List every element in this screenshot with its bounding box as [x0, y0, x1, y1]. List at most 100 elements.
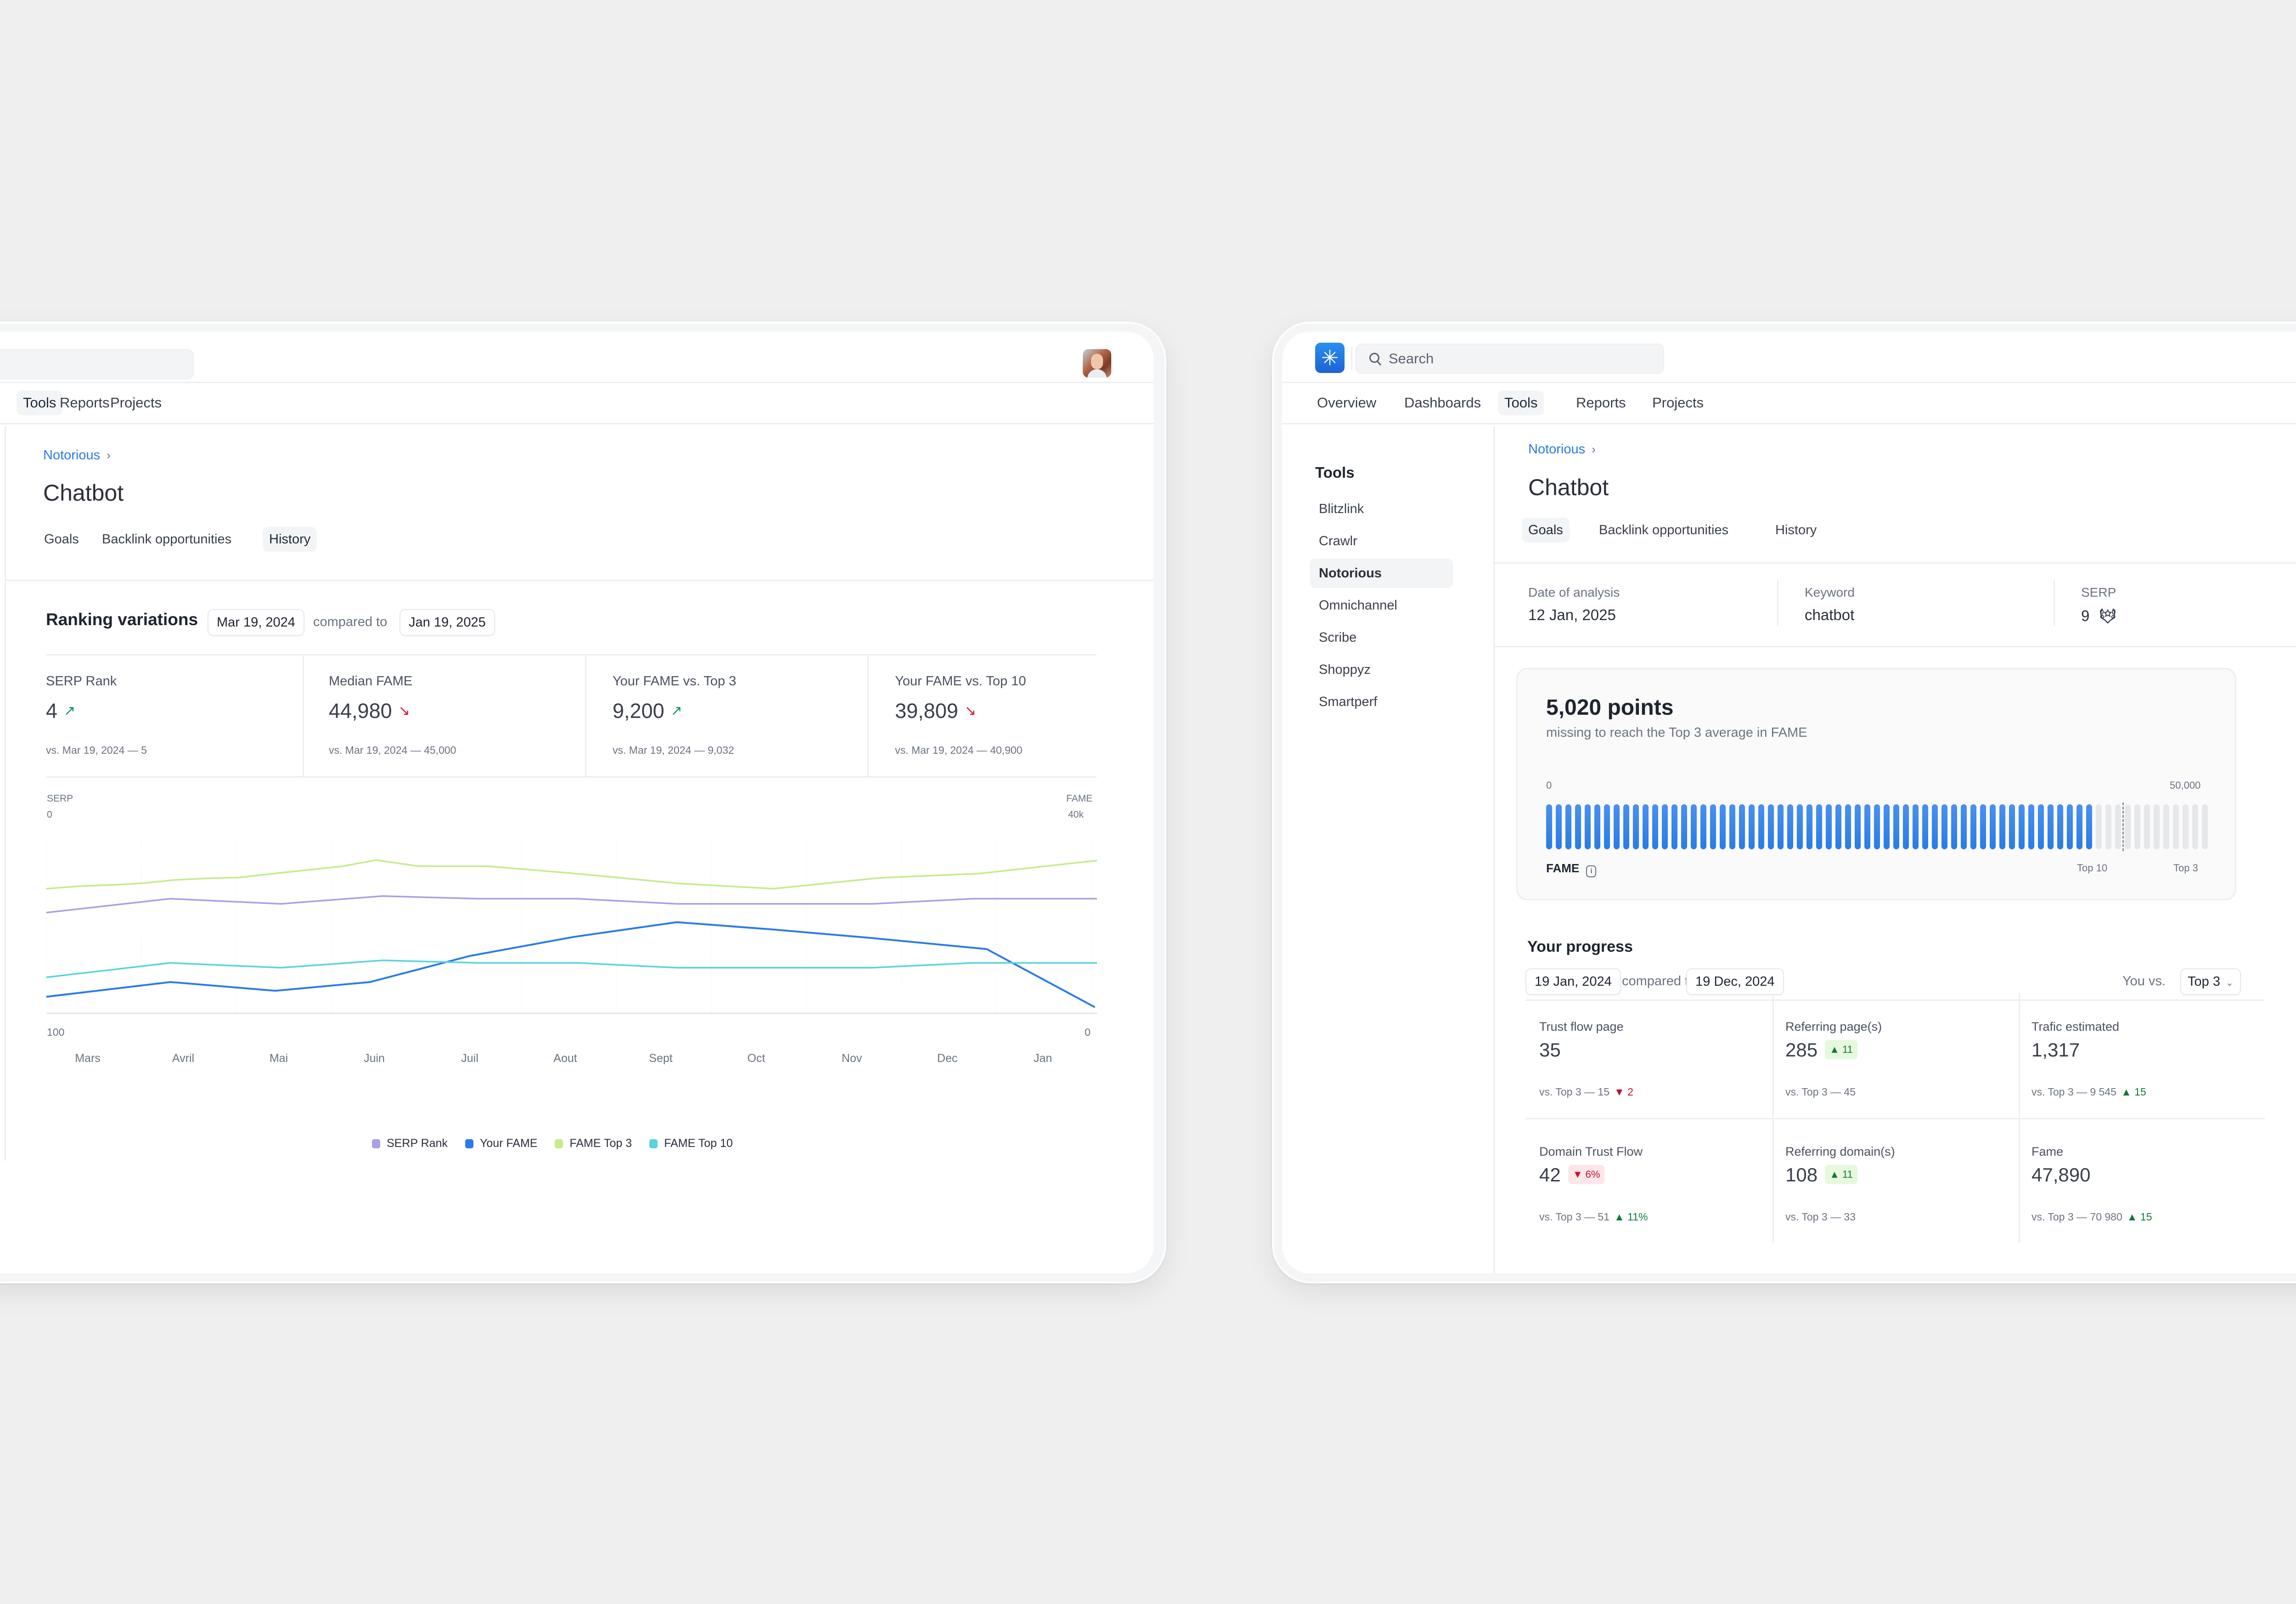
fame-bar	[1729, 804, 1735, 849]
fame-bar	[2019, 804, 2025, 849]
kpi-value: 39,809 ↘	[895, 699, 976, 723]
tab-backlink-opportunities[interactable]: Backlink opportunities	[1599, 523, 1729, 537]
tab-history[interactable]: History	[263, 527, 317, 552]
metric-value: 35	[1539, 1039, 1561, 1061]
search-input[interactable]	[0, 349, 194, 379]
nav-projects[interactable]: Projects	[110, 395, 162, 411]
tab-goals[interactable]: Goals	[44, 532, 79, 547]
metric-sub: vs. Top 3 — 33	[1785, 1211, 1856, 1223]
fame-bar	[1710, 804, 1716, 849]
series-line-your-fame[interactable]	[46, 922, 1095, 1007]
page-title: Chatbot	[1528, 474, 1609, 500]
metric-sub: vs. Top 3 — 51 ▲ 11%	[1539, 1211, 1648, 1223]
meta-label: Date of analysis	[1528, 585, 1620, 599]
triangle-down-icon: ▼	[1572, 1169, 1583, 1180]
nav-projects[interactable]: Projects	[1652, 395, 1704, 411]
kpi-sub: vs. Mar 19, 2024 — 40,900	[895, 744, 1023, 756]
missing-points-card: 5,020 points missing to reach the Top 3 …	[1516, 668, 2236, 900]
progress-date-from[interactable]: 19 Jan, 2024	[1525, 968, 1621, 995]
fame-bar	[2009, 804, 2015, 849]
fame-bar	[2115, 804, 2121, 849]
sidebar-item-omnichannel[interactable]: Omnichannel	[1319, 598, 1397, 613]
compare-select[interactable]: Top 3 ⌄	[2180, 968, 2241, 995]
sidebar-item-crawlr[interactable]: Crawlr	[1319, 534, 1357, 548]
fame-progress-bars	[1546, 804, 2208, 849]
fame-bar	[1816, 804, 1822, 849]
metric-delta: ▲ 11%	[1614, 1211, 1648, 1223]
avatar-face	[1091, 354, 1103, 369]
right-screen: ✳ Search Overview Dashboards Tools Repor…	[1282, 332, 2296, 1273]
sidebar-item-notorious[interactable]: Notorious	[1310, 559, 1453, 588]
metric-value-text: 35	[1539, 1039, 1561, 1061]
trend-up-icon: ↗	[670, 703, 682, 718]
app-logo-icon[interactable]: ✳	[1315, 343, 1345, 373]
fame-bar	[1643, 804, 1649, 849]
user-avatar[interactable]	[1083, 349, 1111, 378]
legend-label: Your FAME	[479, 1137, 538, 1150]
breadcrumb: Notorious ›	[1528, 442, 1596, 457]
meta-label: Keyword	[1805, 585, 1855, 599]
chevron-down-icon: ⌄	[2225, 978, 2234, 988]
fame-bar	[1855, 804, 1861, 849]
tab-backlink-opportunities[interactable]: Backlink opportunities	[102, 532, 232, 547]
kpi-label: SERP Rank	[46, 674, 117, 689]
date-from-picker[interactable]: Mar 19, 2024	[208, 609, 304, 636]
fame-bar	[1575, 804, 1581, 849]
swatch-icon	[372, 1139, 380, 1148]
sidebar-item-scribe[interactable]: Scribe	[1319, 630, 1357, 645]
fame-bar	[2163, 804, 2169, 849]
kpi-value-text: 39,809	[895, 699, 958, 723]
fame-bar	[2125, 804, 2131, 849]
legend-item-serp-rank[interactable]: SERP Rank	[372, 1137, 448, 1150]
series-line-fame-top-3[interactable]	[46, 860, 1097, 888]
metric-value-text: 1,317	[2032, 1039, 2080, 1061]
nav-reports[interactable]: Reports	[60, 395, 110, 411]
header-divider	[1494, 562, 2296, 564]
kpi-value-text: 44,980	[329, 699, 392, 723]
tab-goals[interactable]: Goals	[1522, 518, 1570, 542]
legend-item-fame-top10[interactable]: FAME Top 10	[649, 1137, 733, 1150]
fame-bar	[1970, 804, 1976, 849]
kpi-value-text: 4	[46, 699, 58, 723]
fame-bar	[2077, 804, 2082, 849]
fame-bar	[1797, 804, 1803, 849]
date-to-picker[interactable]: Jan 19, 2025	[400, 609, 495, 636]
series-line-fame-top-10[interactable]	[46, 960, 1097, 977]
metric-value: 1,317	[2032, 1039, 2080, 1061]
nav-dashboards[interactable]: Dashboards	[1404, 395, 1481, 411]
metric-value: 42 ▼ 6%	[1539, 1164, 1605, 1186]
fame-bar	[1864, 804, 1870, 849]
sidebar-item-shoppyz[interactable]: Shoppyz	[1319, 662, 1371, 677]
meta-date-value: 12 Jan, 2025	[1528, 606, 1616, 623]
metric-delta-text: 15	[2140, 1211, 2152, 1223]
fame-bar	[1884, 804, 1890, 849]
ranking-line-chart	[46, 840, 1097, 1013]
series-line-serp-rank[interactable]	[46, 896, 1097, 913]
nav-reports[interactable]: Reports	[1576, 395, 1626, 411]
tab-history[interactable]: History	[1775, 523, 1817, 537]
nav-overview[interactable]: Overview	[1317, 395, 1377, 411]
legend-item-fame-top3[interactable]: FAME Top 3	[555, 1137, 632, 1150]
breadcrumb-link[interactable]: Notorious	[43, 448, 101, 463]
kpi-divider	[585, 655, 586, 776]
sidebar-item-blitzlink[interactable]: Blitzlink	[1319, 502, 1364, 516]
search-input[interactable]: Search	[1356, 344, 1664, 374]
sidebar-item-smartperf[interactable]: Smartperf	[1319, 695, 1378, 709]
nav-tools[interactable]: Tools	[1498, 390, 1544, 415]
fame-bar	[1604, 804, 1610, 849]
swatch-icon	[555, 1139, 563, 1148]
info-icon[interactable]: i	[1586, 865, 1597, 877]
marker-top3-label: Top 3	[2173, 862, 2198, 874]
metric-sub-text: vs. Top 3 — 33	[1785, 1211, 1856, 1223]
breadcrumb-link[interactable]: Notorious	[1528, 442, 1586, 457]
progress-date-to[interactable]: 19 Dec, 2024	[1686, 968, 1784, 995]
fame-bar	[2173, 804, 2179, 849]
nav-tools[interactable]: Tools	[17, 390, 63, 415]
legend-item-your-fame[interactable]: Your FAME	[465, 1137, 538, 1150]
metric-value-text: 42	[1539, 1164, 1561, 1186]
page-title: Chatbot	[43, 480, 124, 506]
metric-delta: ▲ 15	[2127, 1211, 2152, 1223]
metric-value: 108 ▲ 11	[1785, 1164, 1857, 1186]
serp-value-text: 9	[2081, 607, 2090, 624]
fame-bar	[2048, 804, 2054, 849]
